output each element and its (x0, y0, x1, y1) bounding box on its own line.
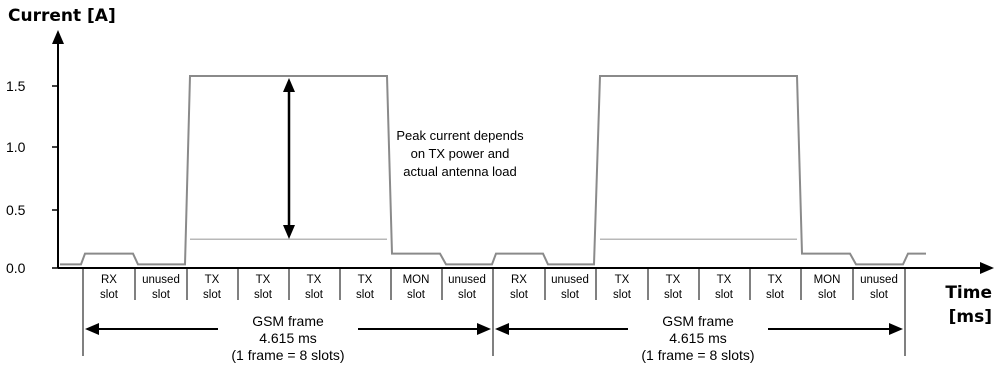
peak-annotation-line-3: actual antenna load (403, 164, 516, 179)
slot-4-label-top: TX (256, 274, 271, 286)
frame-2-label-bg (628, 312, 768, 362)
y-tick-label-1: 0.5 (6, 202, 26, 218)
y-tick-label-0: 0.0 (6, 260, 26, 276)
slot-9-label-bottom: slot (510, 289, 529, 301)
slot-7-label-bottom: slot (407, 289, 426, 301)
frame-1-arrow-right (477, 323, 491, 335)
slot-11-label-bottom: slot (613, 289, 632, 301)
slot-12-label-top: TX (666, 274, 681, 286)
slot-7-label-top: MON (403, 274, 430, 286)
slot-3-label-bottom: slot (203, 289, 222, 301)
current-trace (60, 75, 926, 266)
slot-10-label-top: unused (551, 274, 589, 286)
slot-10-label-bottom: slot (561, 289, 580, 301)
slot-labels: RX slot unused slot TX slot TX slot TX s… (100, 274, 898, 301)
slot-5-label-bottom: slot (305, 289, 324, 301)
slot-15-label-top: MON (814, 274, 841, 286)
slot-12-label-bottom: slot (664, 289, 683, 301)
frame-1-label-bg (218, 312, 358, 362)
slot-8-label-bottom: slot (458, 289, 477, 301)
slot-13-label-bottom: slot (715, 289, 734, 301)
slot-2-label-bottom: slot (152, 289, 171, 301)
slot-1-label-top: RX (101, 274, 117, 286)
y-tick-label-2: 1.0 (6, 139, 26, 155)
peak-annotation-line-1: Peak current depends (396, 128, 524, 143)
slot-2-label-top: unused (142, 274, 180, 286)
slot-11-label-top: TX (615, 274, 630, 286)
peak-current-arrow-up (283, 78, 295, 92)
slot-1-label-bottom: slot (100, 289, 119, 301)
current-waveform (60, 75, 926, 266)
slot-14-label-bottom: slot (766, 289, 785, 301)
slot-5-label-top: TX (307, 274, 322, 286)
slot-14-label-top: TX (768, 274, 783, 286)
x-axis-arrowhead (980, 262, 994, 274)
slot-15-label-bottom: slot (818, 289, 837, 301)
slot-8-label-top: unused (448, 274, 486, 286)
frame-2-arrow-right (889, 323, 903, 335)
x-axis-title-line-2: [ms] (949, 307, 992, 327)
peak-current-arrow-down (283, 225, 295, 239)
y-tick-group: 0.0 0.5 1.0 1.5 (6, 78, 58, 276)
frame-1-duration: 4.615 ms (259, 330, 317, 346)
y-axis-title: Current [A] (8, 6, 116, 26)
slot-6-label-bottom: slot (356, 289, 375, 301)
frame-2-title: GSM frame (662, 313, 734, 329)
peak-annotation-line-2: on TX power and (411, 146, 510, 161)
frame-1-note: (1 frame = 8 slots) (231, 347, 344, 363)
slot-dividers (82, 268, 906, 300)
frame-2-arrow-left (495, 323, 509, 335)
slot-13-label-top: TX (717, 274, 732, 286)
slot-16-label-bottom: slot (870, 289, 889, 301)
frame-1-arrow-left (85, 323, 99, 335)
slot-16-label-top: unused (860, 274, 898, 286)
slot-9-label-top: RX (511, 274, 527, 286)
y-axis-arrowhead (52, 30, 64, 44)
slot-3-label-top: TX (205, 274, 220, 286)
slot-6-label-top: TX (358, 274, 373, 286)
y-tick-label-3: 1.5 (6, 78, 26, 94)
x-axis-title-line-1: Time (945, 283, 992, 303)
frame-2-note: (1 frame = 8 slots) (641, 347, 754, 363)
slot-4-label-bottom: slot (254, 289, 273, 301)
frame-1-title: GSM frame (252, 313, 324, 329)
frame-2-duration: 4.615 ms (669, 330, 727, 346)
